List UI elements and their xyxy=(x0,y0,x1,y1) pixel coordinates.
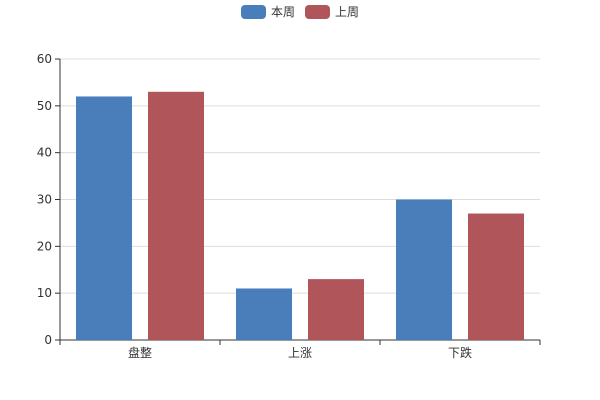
legend-swatch-last-week xyxy=(305,4,330,19)
bar-last-week xyxy=(468,213,524,340)
x-category-label: 下跌 xyxy=(448,345,472,360)
legend-item-last-week[interactable]: 上周 xyxy=(305,3,359,20)
legend-label-this-week: 本周 xyxy=(270,5,295,19)
legend: 本周 上周 xyxy=(0,3,600,20)
y-tick-label: 0 xyxy=(44,333,52,347)
legend-swatch-this-week xyxy=(240,4,266,19)
y-tick-label: 50 xyxy=(37,99,52,113)
legend-label-last-week: 上周 xyxy=(335,5,360,19)
bar-last-week xyxy=(148,91,204,341)
bar-this-week xyxy=(396,199,452,340)
y-tick-label: 30 xyxy=(37,193,52,207)
bar-this-week xyxy=(76,96,132,340)
y-tick-label: 20 xyxy=(37,239,52,253)
y-tick-label: 40 xyxy=(37,146,52,160)
legend-item-this-week[interactable]: 本周 xyxy=(240,3,295,20)
x-category-label: 盘整 xyxy=(128,345,152,360)
bar-this-week xyxy=(236,288,292,340)
bar-last-week xyxy=(308,279,364,340)
x-category-label: 上涨 xyxy=(288,345,312,360)
y-tick-label: 10 xyxy=(37,286,52,300)
y-tick-label: 60 xyxy=(37,52,52,66)
